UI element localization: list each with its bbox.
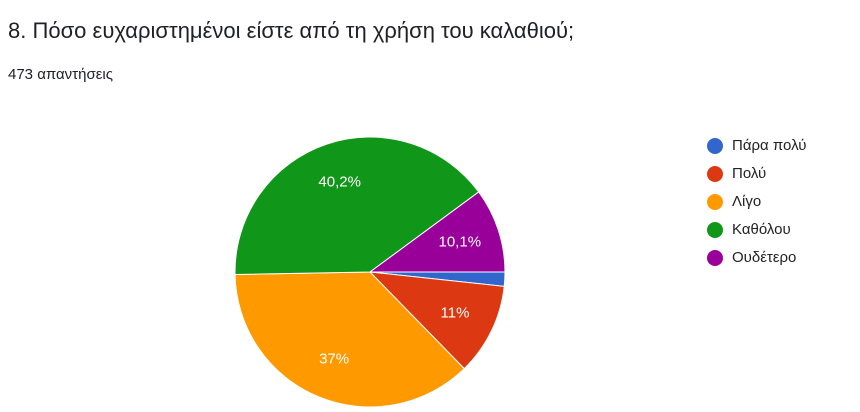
legend-label: Πάρα πολύ xyxy=(732,137,806,154)
legend-swatch xyxy=(707,222,723,238)
slice-label: 10,1% xyxy=(439,233,482,250)
chart-title: 8. Πόσο ευχαριστημένοι είστε από τη χρήσ… xyxy=(8,18,574,43)
legend-label: Λίγο xyxy=(732,193,761,210)
pie-slice xyxy=(368,271,505,370)
legend-label: Ουδέτερο xyxy=(732,249,796,266)
pie-slice xyxy=(234,271,465,408)
legend-swatch xyxy=(707,250,723,266)
chart-subtitle: 473 απαντήσεις xyxy=(8,66,113,83)
slice-label: 11% xyxy=(441,304,470,321)
legend-label: Καθόλου xyxy=(732,221,791,238)
legend-swatch xyxy=(707,138,723,154)
slice-label: 37% xyxy=(319,350,349,367)
legend-swatch xyxy=(707,166,723,182)
legend-swatch xyxy=(707,194,723,210)
slice-label: 40,2% xyxy=(318,173,361,190)
pie-slice xyxy=(234,136,480,276)
pie-slice xyxy=(368,191,506,273)
legend-label: Πολύ xyxy=(732,165,766,182)
